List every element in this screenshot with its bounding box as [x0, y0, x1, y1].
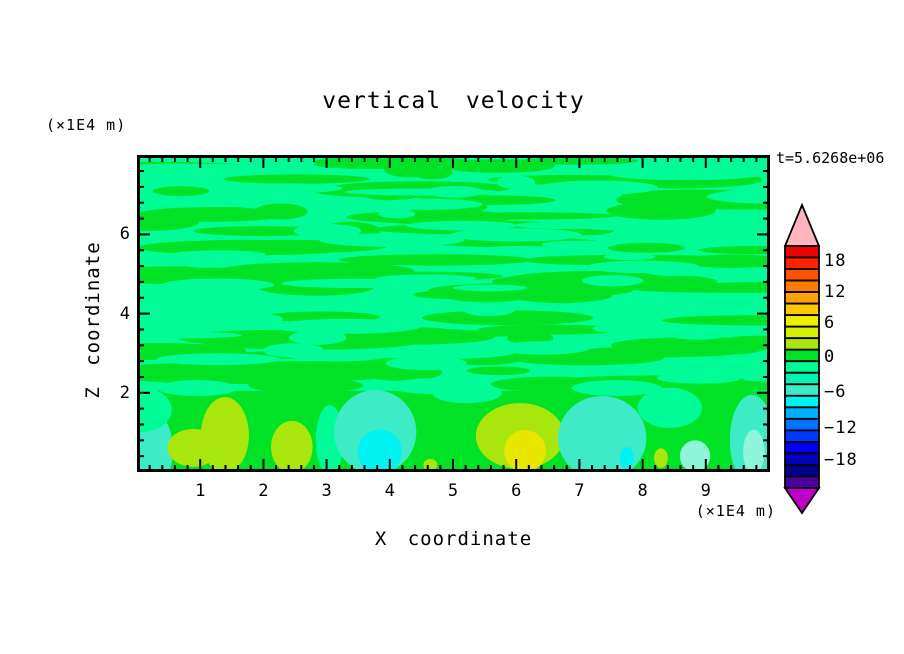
colorbar-segment — [784, 268, 820, 282]
colorbar-tick-label: −6 — [824, 382, 847, 402]
axis-ticks — [137, 155, 770, 472]
x-axis-unit-label: (×1E4 m) — [695, 502, 776, 520]
colorbar-segment — [784, 245, 820, 259]
colorbar-labels: 18 12 6 0 −6 −12 −18 — [824, 203, 884, 515]
colorbar-tick-label: 12 — [824, 282, 847, 302]
colorbar-segment — [784, 314, 820, 328]
contour-cell — [200, 397, 249, 472]
z-axis-title: Z coordinate — [82, 241, 104, 399]
colorbar-svg — [783, 202, 821, 515]
contour-cell — [743, 429, 765, 472]
colorbar-segment — [784, 406, 820, 420]
contour-cell — [653, 448, 668, 469]
x-tick-label: 3 — [321, 481, 332, 501]
colorbar-segment — [784, 475, 820, 489]
colorbar-segment — [784, 429, 820, 443]
x-tick-label: 5 — [447, 481, 459, 501]
colorbar-segment — [784, 464, 820, 478]
colorbar-tick-label: −18 — [824, 450, 858, 470]
x-tick-label: 2 — [258, 481, 269, 501]
contour-cell — [679, 440, 711, 472]
colorbar-segment — [784, 256, 820, 270]
contour-cell — [637, 387, 703, 429]
colorbar-segment — [784, 302, 820, 317]
contour-cell — [571, 380, 662, 396]
colorbar-tick-label: 0 — [824, 347, 836, 367]
colorbar-segment — [784, 441, 820, 455]
y-tick-label: 4 — [119, 303, 130, 324]
colorbar-segment — [784, 452, 820, 466]
x-tick-label: 1 — [195, 481, 206, 501]
velocity-field-svg — [137, 155, 770, 472]
colorbar-segment — [784, 417, 820, 432]
plot-title: vertical velocity — [322, 88, 585, 114]
field-contours — [137, 156, 770, 472]
contour-cell — [432, 383, 502, 404]
x-tick-labels: 1 2 3 4 5 6 7 8 9 — [137, 481, 770, 501]
colorbar-segment — [784, 325, 820, 340]
colorbar-over-arrow — [783, 202, 821, 247]
contour-cell — [157, 380, 237, 396]
colorbar-segment — [784, 383, 820, 397]
y-tick-label: 2 — [119, 382, 130, 403]
colorbar-segment — [784, 394, 820, 409]
x-tick-label: 6 — [511, 481, 522, 501]
colorbar-tick-label: −12 — [824, 418, 858, 438]
colorbar-segment — [784, 348, 820, 363]
contour-cell — [619, 447, 634, 470]
colorbar-segment — [784, 337, 820, 351]
colorbar-segment — [784, 360, 820, 374]
contour-cell — [137, 387, 172, 432]
x-tick-label: 9 — [700, 481, 711, 501]
colorbar-segment — [784, 291, 820, 305]
colorbar-under-arrow — [783, 487, 821, 515]
x-tick-label: 7 — [574, 481, 585, 501]
contour-cell — [270, 420, 313, 472]
time-stamp-label: t=5.6268e+06 — [776, 149, 885, 167]
x-axis-title: X coordinate — [374, 528, 533, 550]
y-axis-unit-label: (×1E4 m) — [46, 116, 127, 134]
plot-border — [137, 155, 770, 472]
x-tick-label: 4 — [384, 481, 395, 501]
plot-area — [137, 155, 770, 472]
x-tick-label: 8 — [637, 481, 648, 501]
colorbar — [782, 202, 822, 515]
colorbar-segment — [784, 279, 820, 293]
y-tick-labels: 2 4 6 — [96, 155, 130, 472]
y-tick-label: 6 — [119, 224, 130, 245]
contour-cell — [504, 430, 546, 472]
colorbar-tick-label: 18 — [824, 251, 847, 271]
colorbar-segment — [784, 371, 820, 386]
colorbar-tick-label: 6 — [824, 313, 836, 333]
